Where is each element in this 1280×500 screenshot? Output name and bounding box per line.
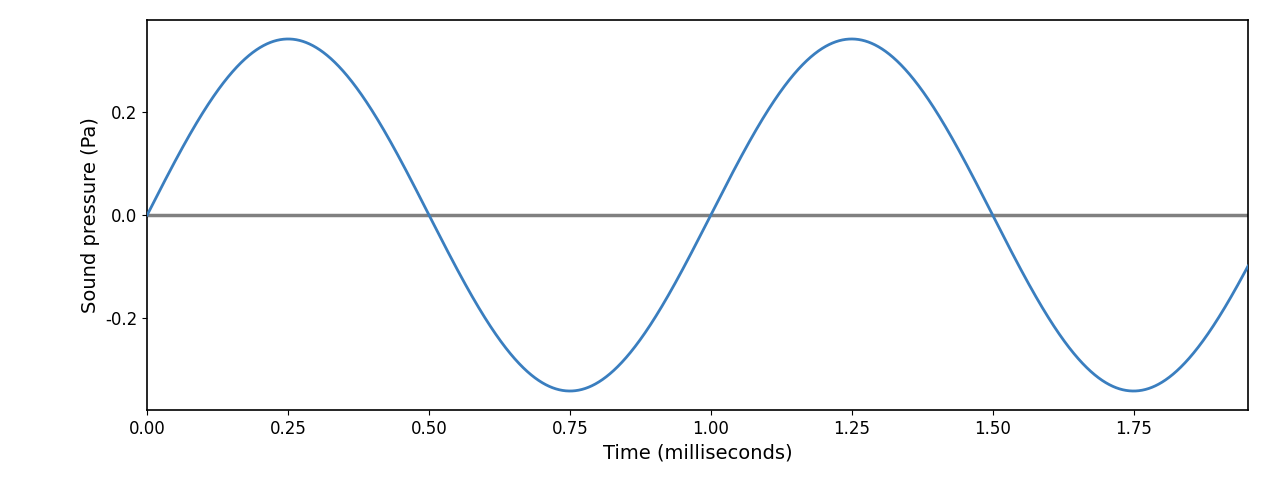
Y-axis label: Sound pressure (Pa): Sound pressure (Pa) <box>81 117 100 313</box>
X-axis label: Time (milliseconds): Time (milliseconds) <box>603 444 792 462</box>
